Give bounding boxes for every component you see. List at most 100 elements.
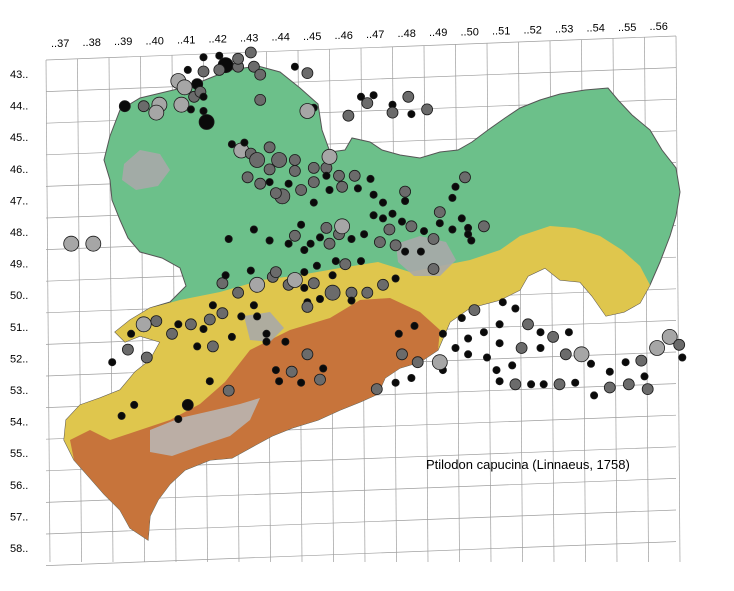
record-dot bbox=[184, 318, 197, 331]
record-dot bbox=[553, 378, 566, 391]
record-dot bbox=[323, 237, 336, 250]
record-dot bbox=[431, 354, 448, 371]
record-dot bbox=[150, 315, 163, 328]
record-dot bbox=[301, 67, 314, 79]
column-label: ..39 bbox=[114, 36, 132, 48]
record-dot bbox=[275, 377, 284, 386]
grid-line bbox=[644, 37, 649, 563]
record-dot bbox=[477, 220, 490, 233]
record-dot bbox=[369, 190, 378, 199]
record-dot bbox=[373, 236, 386, 249]
record-dot bbox=[199, 53, 208, 62]
record-dot bbox=[361, 97, 374, 109]
record-dot bbox=[383, 223, 396, 236]
record-dot bbox=[249, 276, 266, 293]
row-label: 50.. bbox=[10, 290, 28, 302]
row-labels: 43.. 44.. 45.. 46.. 47.. 48.. 49.. 50.. 51.. 52..… bbox=[10, 69, 28, 555]
record-dot bbox=[284, 239, 293, 248]
record-dot bbox=[515, 342, 528, 354]
record-dot bbox=[193, 342, 202, 351]
record-dot bbox=[254, 177, 267, 190]
record-dot bbox=[573, 346, 590, 363]
record-dot bbox=[215, 51, 224, 60]
record-dot bbox=[571, 378, 580, 387]
record-dot bbox=[377, 278, 389, 291]
column-label: ..44 bbox=[272, 32, 290, 44]
record-dot bbox=[85, 235, 102, 252]
record-dot bbox=[536, 343, 545, 352]
record-dot bbox=[370, 383, 383, 396]
grid-line bbox=[675, 35, 681, 563]
record-dot bbox=[605, 367, 614, 376]
record-dot bbox=[181, 398, 194, 411]
record-dot bbox=[295, 184, 308, 196]
row-label: 48.. bbox=[10, 227, 28, 239]
record-dot bbox=[312, 261, 321, 270]
row-label: 58.. bbox=[10, 543, 28, 555]
record-dot bbox=[227, 332, 236, 341]
record-dot bbox=[347, 296, 356, 305]
record-dot bbox=[457, 313, 466, 322]
record-dot bbox=[117, 411, 126, 420]
record-dot bbox=[206, 340, 219, 353]
record-dot bbox=[253, 312, 262, 321]
record-dot bbox=[479, 328, 488, 337]
record-dot bbox=[299, 103, 316, 119]
record-dot bbox=[399, 185, 412, 198]
row-label: 57.. bbox=[10, 511, 28, 523]
record-dot bbox=[336, 180, 349, 193]
city-area-chemnitz bbox=[244, 312, 284, 342]
record-dot bbox=[495, 320, 504, 329]
column-label: ..53 bbox=[555, 24, 573, 36]
record-dot bbox=[324, 284, 341, 301]
record-dot bbox=[457, 214, 466, 223]
record-dot bbox=[388, 209, 397, 218]
record-dot bbox=[307, 176, 320, 189]
record-dot bbox=[539, 380, 548, 389]
record-dot bbox=[448, 193, 457, 202]
record-dot bbox=[135, 316, 152, 333]
record-dot bbox=[421, 103, 434, 116]
record-dot bbox=[63, 235, 80, 252]
record-dot bbox=[300, 245, 309, 254]
record-dot bbox=[641, 383, 654, 396]
record-dot bbox=[438, 329, 447, 338]
record-dot bbox=[249, 301, 258, 310]
record-dot bbox=[265, 178, 274, 187]
record-dot bbox=[603, 381, 616, 394]
record-dot bbox=[416, 247, 425, 256]
column-label: ..38 bbox=[83, 37, 101, 49]
record-dot bbox=[378, 214, 387, 223]
record-dot bbox=[389, 239, 402, 252]
record-dot bbox=[300, 283, 309, 292]
record-dot bbox=[137, 100, 150, 113]
record-dot bbox=[265, 236, 274, 245]
summit-zone bbox=[150, 398, 260, 456]
record-dot bbox=[536, 328, 545, 337]
record-dot bbox=[241, 171, 254, 184]
record-dot bbox=[244, 46, 257, 59]
record-dot bbox=[249, 225, 258, 234]
record-dot bbox=[254, 68, 267, 81]
column-labels: ..37 ..38 ..39 ..40 ..41 ..42 ..43 ..44 ..45 ..46… bbox=[51, 21, 668, 50]
record-dot bbox=[339, 258, 352, 271]
record-dot bbox=[482, 353, 491, 362]
record-dot bbox=[314, 373, 326, 386]
record-dot bbox=[378, 198, 387, 207]
record-dot bbox=[396, 348, 408, 361]
record-dot bbox=[419, 227, 428, 236]
column-label: ..51 bbox=[492, 25, 510, 37]
record-dot bbox=[269, 266, 282, 279]
record-dot bbox=[322, 171, 331, 180]
record-dot bbox=[288, 165, 301, 177]
record-dot bbox=[451, 182, 460, 191]
record-dot bbox=[347, 234, 356, 243]
record-dot bbox=[213, 64, 226, 76]
column-label: ..47 bbox=[366, 29, 384, 41]
record-dot bbox=[498, 298, 507, 307]
record-dot bbox=[174, 415, 183, 424]
column-label: ..42 bbox=[209, 34, 227, 46]
record-dot bbox=[564, 328, 573, 337]
record-dot bbox=[319, 364, 328, 373]
record-dot bbox=[673, 338, 686, 351]
